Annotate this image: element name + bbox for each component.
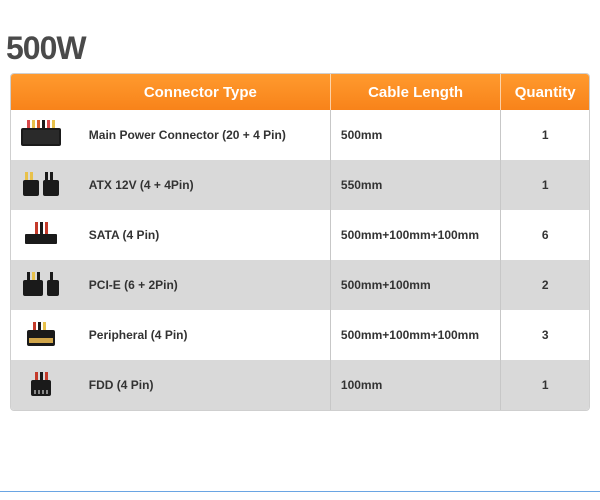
atx12v-icon (11, 170, 71, 200)
header-length: Cable Length (331, 84, 500, 101)
cell-qty: 1 (501, 178, 589, 192)
cell-length: 500mm+100mm+100mm (331, 228, 500, 242)
header-qty: Quantity (501, 84, 589, 101)
table-row: ATX 12V (4 + 4Pin) 550mm 1 (11, 160, 589, 210)
cell-length: 550mm (331, 178, 500, 192)
sata-icon (11, 220, 71, 250)
cell-type: Main Power Connector (20 + 4 Pin) (71, 128, 330, 142)
table-row: Main Power Connector (20 + 4 Pin) 500mm … (11, 110, 589, 160)
cell-length: 500mm (331, 128, 500, 142)
table-row: PCI-E (6 + 2Pin) 500mm+100mm 2 (11, 260, 589, 310)
pcie-icon (11, 270, 71, 300)
peripheral-icon (11, 320, 71, 350)
cell-qty: 1 (501, 378, 589, 392)
table-row: FDD (4 Pin) 100mm 1 (11, 360, 589, 410)
cell-length: 100mm (331, 378, 500, 392)
table-row: Peripheral (4 Pin) 500mm+100mm+100mm 3 (11, 310, 589, 360)
cell-length: 500mm+100mm+100mm (331, 328, 500, 342)
main-power-icon (11, 120, 71, 150)
fdd-icon (11, 370, 71, 400)
cell-type: FDD (4 Pin) (71, 378, 330, 392)
cell-qty: 6 (501, 228, 589, 242)
cell-type: SATA (4 Pin) (71, 228, 330, 242)
header-type: Connector Type (71, 84, 330, 101)
cell-type: Peripheral (4 Pin) (71, 328, 330, 342)
cell-qty: 2 (501, 278, 589, 292)
cell-qty: 3 (501, 328, 589, 342)
cell-type: PCI-E (6 + 2Pin) (71, 278, 330, 292)
table-row: SATA (4 Pin) 500mm+100mm+100mm 6 (11, 210, 589, 260)
cell-length: 500mm+100mm (331, 278, 500, 292)
connector-table: Connector Type Cable Length Quantity Mai… (10, 73, 590, 411)
table-header: Connector Type Cable Length Quantity (11, 74, 589, 110)
page-title: 500W (6, 30, 590, 67)
cell-qty: 1 (501, 128, 589, 142)
footer-divider (0, 491, 600, 492)
cell-type: ATX 12V (4 + 4Pin) (71, 178, 330, 192)
